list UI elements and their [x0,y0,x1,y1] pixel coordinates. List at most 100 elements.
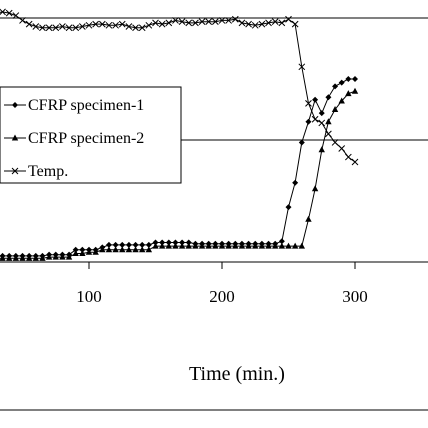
legend-label: CFRP specimen-1 [28,97,144,114]
legend-entry-cfrp-specimen-1: CFRP specimen-1 [4,97,144,114]
legend: CFRP specimen-1 CFRP specimen-2 Temp. [0,86,182,184]
data-point [132,24,139,32]
data-point [238,242,246,249]
data-point [125,246,133,253]
data-point [338,145,346,152]
data-point [125,23,133,30]
data-point [52,24,60,32]
data-point [252,242,259,249]
data-point [139,241,146,248]
data-point [265,242,272,249]
data-point [112,246,119,253]
data-point [45,24,53,32]
data-point [245,20,252,28]
x-tick-label: 200 [209,287,235,306]
data-point [285,15,292,23]
data-point [78,23,86,30]
data-point [231,15,239,23]
legend-marker [11,134,19,141]
data-point [318,146,325,153]
data-point [5,9,13,17]
data-point [145,246,153,253]
legend-box [0,86,182,184]
data-point [251,21,259,29]
data-point [285,242,292,249]
data-point [0,8,6,16]
data-point [338,79,345,86]
data-point [145,21,153,29]
data-point [318,119,326,127]
data-point [192,19,199,27]
data-point [72,246,79,253]
data-point [59,253,66,260]
data-point [105,241,112,248]
legend-label: CFRP specimen-2 [28,130,144,147]
data-point [311,115,319,123]
data-point [159,239,166,246]
data-point [352,76,358,82]
data-point [185,239,192,246]
data-point [198,242,206,249]
data-point [218,17,226,24]
data-point [271,18,279,26]
data-point [59,23,66,30]
legend-marker [11,167,19,175]
data-point [285,204,292,211]
data-point [132,241,139,248]
data-point [19,17,26,24]
data-point [6,254,13,261]
data-point [85,21,93,29]
x-axis-title: Time (min.) [189,363,285,385]
data-point [79,246,86,253]
x-tick-label: 100 [76,287,102,306]
series-temp [0,8,359,166]
data-point [298,139,305,146]
data-point [79,249,86,256]
data-point [25,20,33,28]
x-axis-ticks: 100 200 300 [76,262,368,306]
data-point [139,246,146,253]
data-point [225,17,233,24]
data-point [344,153,352,161]
data-point [32,254,39,261]
data-point [112,21,119,29]
data-point [205,242,212,249]
data-point [318,110,325,117]
legend-marker [12,102,18,108]
data-point [265,19,272,27]
data-point [258,242,266,249]
data-point [198,18,206,26]
data-point [72,24,80,32]
data-point [338,97,345,104]
data-point [152,19,159,27]
data-point [119,246,126,253]
data-point [331,106,339,112]
legend-entries: CFRP specimen-1 CFRP specimen-2 Temp. [4,97,144,180]
data-point [192,242,199,249]
data-point [0,254,6,261]
data-point [179,239,186,246]
data-point [312,96,319,103]
data-point [125,241,132,248]
data-point [218,242,226,249]
data-point [172,17,179,24]
data-point [152,242,159,249]
data-point [325,94,332,101]
data-point [65,253,73,260]
data-point [178,242,186,249]
data-point [272,242,279,249]
data-point [98,20,106,28]
data-point [278,19,286,27]
data-point [92,20,100,28]
data-point [39,254,46,261]
data-point [278,242,286,249]
legend-label: Temp. [28,163,68,180]
data-point [305,100,312,107]
legend-entry-cfrp-specimen-2: CFRP specimen-2 [4,130,144,147]
data-point [72,249,79,256]
data-point [45,253,53,260]
data-point [351,87,359,94]
data-point [292,179,299,186]
data-point [245,242,252,249]
